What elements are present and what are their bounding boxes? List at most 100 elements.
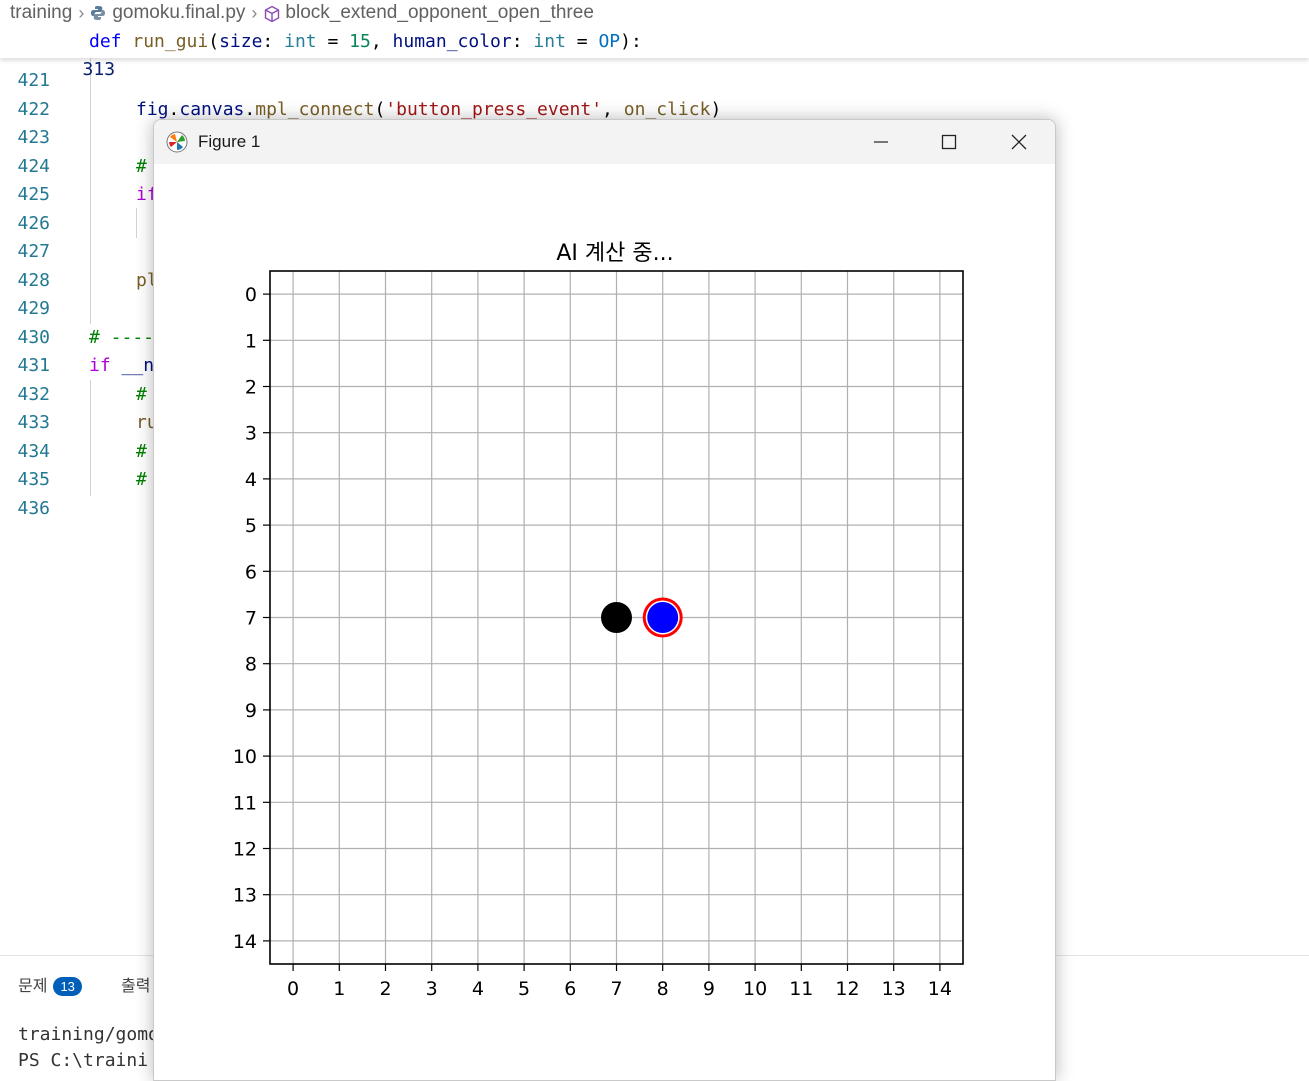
line-number: 431 <box>17 355 50 376</box>
code-line: 423 <box>0 124 50 152</box>
minimize-button[interactable] <box>846 120 916 164</box>
breadcrumb-item-symbol[interactable]: block_extend_opponent_open_three <box>285 2 594 23</box>
code-line: 424 # <box>0 153 146 181</box>
stone-blue <box>647 602 679 633</box>
line-number: 421 <box>17 70 50 91</box>
x-tick-label: 7 <box>610 978 622 1000</box>
line-number: 313 <box>82 59 116 80</box>
line-number: 433 <box>17 412 50 433</box>
code-line: 421 <box>0 67 50 95</box>
matplotlib-logo-icon <box>166 131 188 153</box>
maximize-icon <box>941 134 957 150</box>
terminal-line[interactable]: training/gomo <box>18 1024 159 1045</box>
gomoku-board-chart[interactable]: AI 계산 중... 0 1 2 3 4 5 6 7 8 9 10 11 12 13 14012345678… <box>154 164 1055 1080</box>
x-tick-label: 8 <box>657 978 669 1000</box>
breadcrumb-item-folder[interactable]: training <box>10 2 73 23</box>
code-line: 425 if <box>0 181 157 209</box>
y-tick-label: 14 <box>233 931 257 953</box>
y-tick-label: 6 <box>245 561 257 583</box>
close-button[interactable] <box>984 120 1054 164</box>
code-line: 430 # ---- <box>0 324 154 352</box>
y-tick-label: 12 <box>233 839 257 861</box>
window-titlebar[interactable]: Figure 1 <box>154 120 1055 164</box>
y-tick-label: 1 <box>245 330 257 352</box>
y-tick-label: 10 <box>233 746 257 768</box>
indent-guide <box>136 208 137 238</box>
terminal-line[interactable]: PS C:\traini <box>18 1050 149 1071</box>
code-text: fig.canvas.mpl_connect('button_press_eve… <box>136 99 722 120</box>
code-text: # <box>136 384 147 405</box>
breadcrumb: training › gomoku.final.py › block_exten… <box>0 0 1309 26</box>
line-number: 424 <box>17 156 50 177</box>
y-tick-label: 11 <box>233 792 257 814</box>
axes-frame <box>269 270 964 965</box>
x-tick-label: 0 <box>287 978 299 1000</box>
tab-output[interactable]: 출력 <box>121 972 150 996</box>
line-number: 428 <box>17 270 50 291</box>
y-tick-label: 5 <box>245 515 257 537</box>
line-number: 422 <box>17 99 50 120</box>
line-number: 425 <box>17 184 50 205</box>
y-tick-label: 13 <box>233 885 257 907</box>
problems-count-badge: 13 <box>53 977 82 996</box>
code-line: 432 # <box>0 381 146 409</box>
close-icon <box>1011 134 1027 150</box>
chevron-right-icon: › <box>251 2 258 23</box>
code-line: 428 pl <box>0 267 157 295</box>
code-line: 429 <box>0 295 50 323</box>
line-number: 435 <box>17 469 50 490</box>
stones <box>601 597 683 638</box>
y-tick-label: 7 <box>245 608 257 630</box>
x-tick-label: 10 <box>743 978 767 1000</box>
x-tick-label: 2 <box>379 978 391 1000</box>
x-tick-label: 6 <box>564 978 576 1000</box>
code-line: 436 <box>0 495 50 523</box>
x-tick-label: 4 <box>472 978 484 1000</box>
y-tick-label: 9 <box>245 700 257 722</box>
figure-window[interactable]: Figure 1 AI 계산 중... 0 1 2 3 4 5 6 7 8 9 10 11 12 13 14… <box>153 119 1056 1081</box>
line-number: 423 <box>17 127 50 148</box>
x-tick-label: 1 <box>333 978 345 1000</box>
code-text: # ---- <box>89 327 155 348</box>
chevron-right-icon: › <box>78 2 85 23</box>
indent-guide <box>90 58 91 324</box>
breadcrumb-item-file[interactable]: gomoku.final.py <box>112 2 246 23</box>
code-editor[interactable]: 313 def run_gui(size: int = 15, human_col… <box>0 28 1309 958</box>
chart-title: AI 계산 중... <box>556 241 673 266</box>
x-tick-label: 12 <box>835 978 859 1000</box>
code-text: pl <box>136 270 158 291</box>
tab-output-label: 출력 <box>121 978 151 995</box>
board-grid <box>270 271 963 964</box>
method-cube-icon <box>263 5 280 23</box>
code-line: 427 <box>0 238 50 266</box>
y-tick-label: 4 <box>245 469 257 491</box>
y-tick-label: 0 <box>245 284 257 306</box>
minimize-icon <box>874 141 888 143</box>
tab-problems[interactable]: 문제 13 <box>18 972 82 996</box>
code-line: 435 # <box>0 466 146 494</box>
sticky-scroll-line[interactable]: 313 def run_gui(size: int = 15, human_col… <box>0 28 1309 80</box>
line-number: 432 <box>17 384 50 405</box>
code-text: def run_gui(size: int = 15, human_color:… <box>89 31 642 52</box>
code-line: 431 if __n <box>0 352 154 380</box>
tab-problems-label: 문제 <box>18 978 48 995</box>
x-tick-label: 14 <box>928 978 952 1000</box>
code-text: if <box>136 184 158 205</box>
python-file-icon <box>90 5 106 21</box>
x-tick-label: 3 <box>426 978 438 1000</box>
y-tick-label: 3 <box>245 423 257 445</box>
code-text: # <box>136 156 147 177</box>
code-line: 422 fig.canvas.mpl_connect('button_press_… <box>0 96 721 124</box>
window-title: Figure 1 <box>198 132 261 151</box>
stone-black <box>601 602 632 633</box>
line-number: 430 <box>17 327 50 348</box>
line-number: 427 <box>17 241 50 262</box>
maximize-button[interactable] <box>914 120 984 164</box>
line-number: 429 <box>17 298 50 319</box>
indent-guide <box>90 380 91 496</box>
code-text: if __n <box>89 355 155 376</box>
code-text: ru <box>136 412 158 433</box>
x-tick-label: 13 <box>882 978 906 1000</box>
y-tick-label: 8 <box>245 654 257 676</box>
